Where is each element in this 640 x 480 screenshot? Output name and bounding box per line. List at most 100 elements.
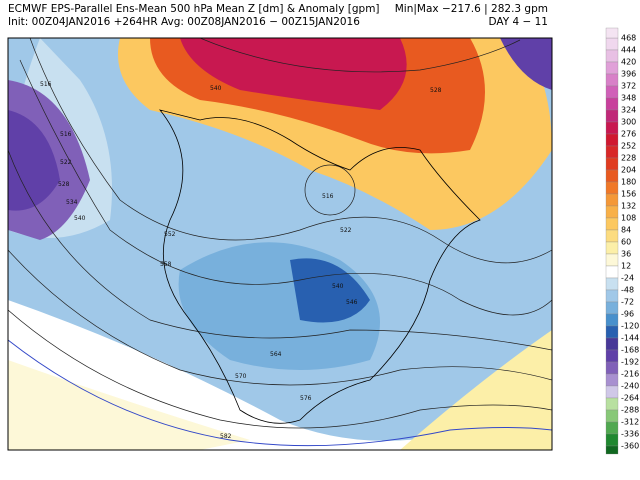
colorbar-band	[605, 73, 619, 87]
colorbar-band	[605, 121, 619, 135]
anomaly-strong-negative	[8, 110, 60, 211]
colorbar-band	[605, 97, 619, 111]
anomaly-strong-positive	[180, 38, 407, 110]
contour-label: 534	[66, 199, 78, 206]
contour-label: 516	[40, 81, 52, 88]
colorbar-label: -168	[621, 346, 639, 355]
contour	[304, 164, 356, 216]
colorbar-band	[605, 313, 619, 327]
colorbar-band	[605, 289, 619, 303]
colorbar-label: 324	[621, 106, 636, 115]
contour-label: 522	[60, 159, 72, 166]
colorbar-label: 300	[621, 118, 636, 127]
colorbar-band	[605, 325, 619, 339]
colorbar-label: 36	[621, 250, 631, 259]
colorbar-label: 204	[621, 166, 636, 175]
colorbar-label: -336	[621, 430, 639, 439]
colorbar-label: -360	[621, 442, 639, 451]
colorbar-label: 372	[621, 82, 636, 91]
contour	[8, 309, 552, 429]
contour-label: 570	[235, 373, 247, 380]
colorbar-band	[605, 145, 619, 159]
colorbar-band	[605, 265, 619, 279]
contour-label: 564	[270, 351, 282, 358]
colorbar-label: 348	[621, 94, 636, 103]
colorbar-label: 60	[621, 238, 631, 247]
colorbar-label: 180	[621, 178, 636, 187]
colorbar-label: 84	[621, 226, 631, 235]
colorbar-band	[605, 349, 619, 363]
init-info: Init: 00Z04JAN2016 +264HR Avg: 00Z08JAN2…	[8, 16, 360, 28]
colorbar-label: -312	[621, 418, 639, 427]
colorbar-label: 468	[621, 34, 636, 43]
map	[8, 38, 552, 450]
contour	[19, 59, 552, 316]
contour	[8, 249, 552, 386]
contour-label: 552	[164, 231, 176, 238]
contour-label: 528	[58, 181, 70, 188]
anomaly-strong-negative	[500, 38, 552, 90]
colorbar-band	[605, 49, 619, 63]
contour-label: 522	[340, 227, 352, 234]
colorbar-band	[605, 217, 619, 231]
colorbar-label: 132	[621, 202, 636, 211]
contour	[199, 38, 521, 73]
colorbar-label: 228	[621, 154, 636, 163]
colorbar-band	[605, 433, 619, 447]
contour-label: 528	[430, 87, 442, 94]
colorbar-band	[605, 409, 619, 423]
colorbar-band	[605, 205, 619, 219]
colorbar-end	[605, 27, 619, 39]
colorbar-band	[605, 361, 619, 375]
contour-label: 540	[210, 85, 222, 92]
day-range: DAY 4 − 11	[488, 16, 548, 28]
colorbar-band	[605, 385, 619, 399]
colorbar-band	[605, 301, 619, 315]
colorbar-label: 396	[621, 70, 636, 79]
min-max: Min|Max −217.6 | 282.3 gpm	[395, 3, 548, 15]
contour	[8, 149, 552, 351]
colorbar-label: -216	[621, 370, 639, 379]
colorbar-band	[605, 109, 619, 123]
contour-label: 558	[160, 261, 172, 268]
contour-label: 540	[74, 215, 86, 222]
colorbar-band	[605, 157, 619, 171]
map-frame	[7, 37, 553, 451]
contour-label: 546	[346, 299, 358, 306]
colorbar-label: -72	[621, 298, 634, 307]
contour-label: 576	[300, 395, 312, 402]
colorbar-label: -240	[621, 382, 639, 391]
colorbar-band	[605, 181, 619, 195]
colorbar-band	[605, 277, 619, 291]
anomaly-weak-positive	[400, 330, 552, 450]
colorbar-band	[605, 229, 619, 243]
contour-label: 540	[332, 283, 344, 290]
colorbar-band	[605, 85, 619, 99]
colorbar-label: 156	[621, 190, 636, 199]
colorbar-band	[605, 37, 619, 51]
colorbar-band	[605, 421, 619, 435]
colorbar-label: -120	[621, 322, 639, 331]
colorbar-label: 420	[621, 58, 636, 67]
colorbar-band	[605, 241, 619, 255]
anomaly-weak-positive	[8, 360, 250, 450]
colorbar-label: 444	[621, 46, 636, 55]
colorbar-label: 252	[621, 142, 636, 151]
colorbar-label: -264	[621, 394, 639, 403]
contour	[29, 38, 552, 264]
contour-label: 516	[60, 131, 72, 138]
colorbar-band	[605, 133, 619, 147]
anomaly-negative	[290, 258, 370, 323]
title: ECMWF EPS-Parallel Ens-Mean 500 hPa Mean…	[8, 3, 380, 15]
colorbar-label: -48	[621, 286, 634, 295]
colorbar-band	[605, 61, 619, 75]
colorbar-label: -96	[621, 310, 634, 319]
contour	[8, 339, 552, 447]
colorbar-label: 276	[621, 130, 636, 139]
colorbar-band	[605, 373, 619, 387]
colorbar-band	[605, 169, 619, 183]
colorbar-band	[605, 193, 619, 207]
colorbar-label: -288	[621, 406, 639, 415]
coastline	[158, 109, 481, 424]
